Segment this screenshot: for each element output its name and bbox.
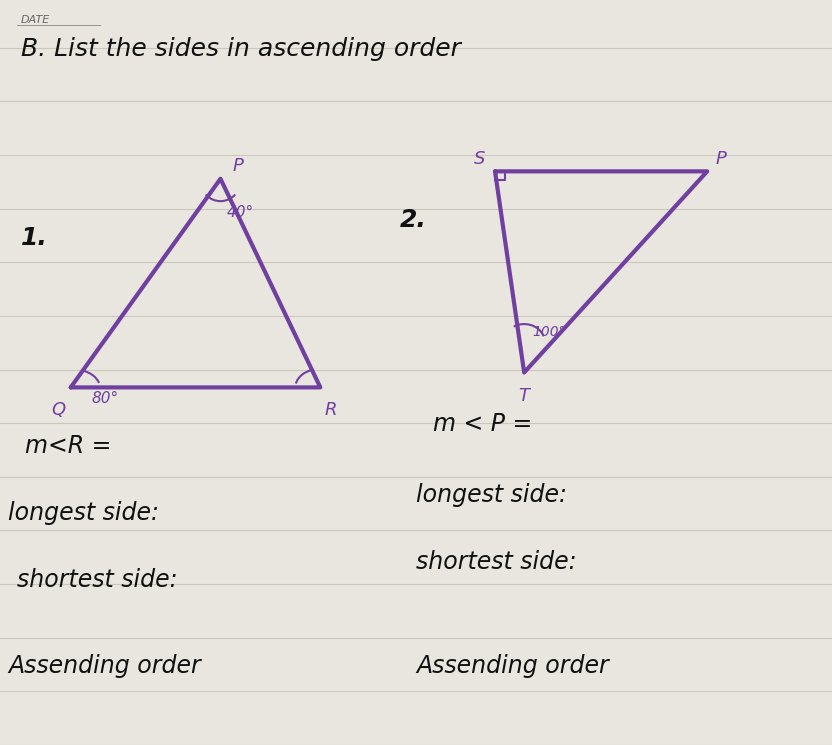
Text: 80°: 80° [92, 391, 119, 406]
Text: 1.: 1. [21, 226, 47, 250]
Text: m<R =: m<R = [25, 434, 111, 458]
Text: Q: Q [52, 401, 65, 419]
Text: S: S [473, 150, 485, 168]
Text: 100°: 100° [532, 325, 566, 338]
Text: Assending order: Assending order [416, 654, 609, 678]
Text: shortest side:: shortest side: [17, 568, 177, 592]
Text: T: T [518, 387, 530, 405]
Text: P: P [233, 157, 244, 175]
Text: longest side:: longest side: [416, 483, 567, 507]
Text: 2.: 2. [399, 208, 426, 232]
Text: 40°: 40° [227, 205, 255, 220]
Text: R: R [324, 401, 337, 419]
Text: B. List the sides in ascending order: B. List the sides in ascending order [21, 37, 461, 61]
Text: Assending order: Assending order [8, 654, 201, 678]
Text: P: P [716, 150, 726, 168]
Text: m < P =: m < P = [433, 412, 532, 436]
Text: shortest side:: shortest side: [416, 550, 577, 574]
Text: longest side:: longest side: [8, 501, 159, 525]
Text: DATE: DATE [21, 15, 50, 25]
